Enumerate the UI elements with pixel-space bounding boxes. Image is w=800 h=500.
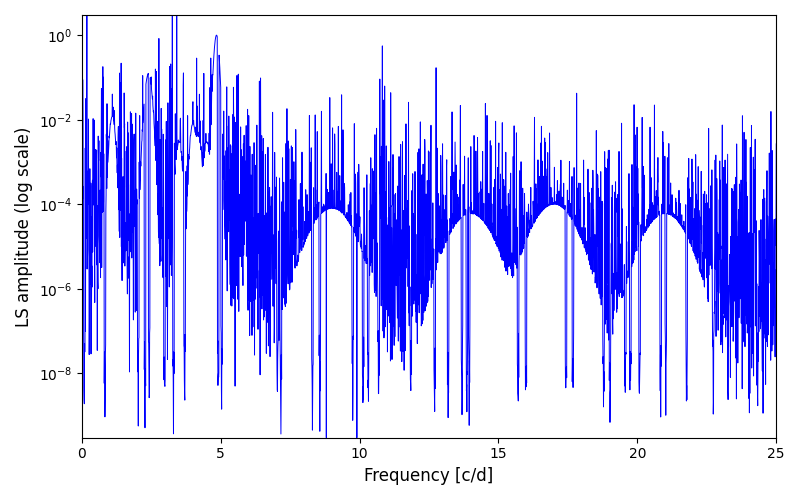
Y-axis label: LS amplitude (log scale): LS amplitude (log scale) xyxy=(15,126,33,326)
X-axis label: Frequency [c/d]: Frequency [c/d] xyxy=(364,467,494,485)
